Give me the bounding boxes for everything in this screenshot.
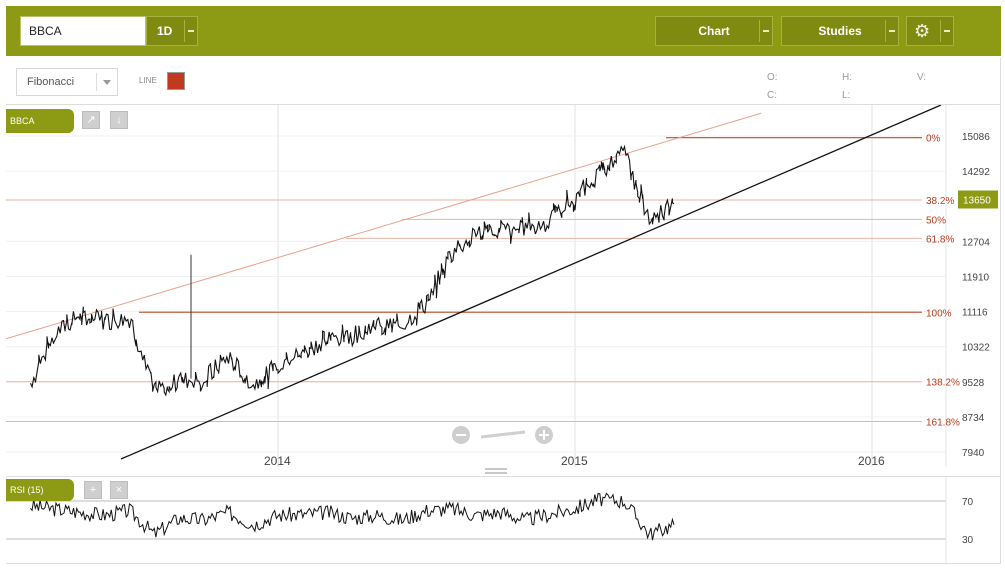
- expand-icon[interactable]: ↗: [82, 111, 100, 129]
- chevron-down-icon: [940, 20, 953, 42]
- fib-level-label: 50%: [926, 215, 946, 226]
- studies-label: Studies: [818, 24, 862, 38]
- ohlc-volume: V:: [917, 72, 927, 83]
- line-color-swatch[interactable]: [167, 72, 185, 90]
- rsi-series-line: [30, 492, 675, 541]
- gear-icon: ⚙: [914, 21, 931, 41]
- fib-level-label: 100%: [926, 308, 952, 319]
- channel-upper-line: [5, 112, 762, 340]
- y-axis-tick-label: 9528: [962, 378, 985, 389]
- ohlc-open: O:: [767, 72, 778, 83]
- rsi-chart[interactable]: 70 30: [6, 477, 1001, 565]
- y-axis-tick-label: 10322: [962, 343, 990, 354]
- current-price-badge: [958, 190, 998, 209]
- rsi-panel[interactable]: 70 30 RSI (15) + ×: [6, 476, 1001, 565]
- move-up-icon[interactable]: +: [84, 481, 102, 499]
- ohlc-high: H:: [842, 72, 852, 83]
- chart-type-label: Chart: [698, 24, 730, 38]
- price-series-line: [29, 144, 675, 397]
- trend-line: [120, 104, 942, 460]
- zoom-out-glyph: [456, 434, 466, 436]
- select-divider: [96, 73, 97, 91]
- zoom-in-glyph-v: [543, 430, 545, 440]
- x-axis-tick-label: 2016: [858, 454, 885, 467]
- y-axis-tick-label: 12704: [962, 237, 990, 248]
- series-tag[interactable]: BBCA: [6, 109, 74, 133]
- rsi-tick-label: 70: [962, 497, 974, 508]
- ohlc-low: L:: [842, 90, 851, 101]
- rsi-tag[interactable]: RSI (15): [6, 479, 74, 501]
- fib-level-label: 138.2%: [926, 378, 960, 389]
- fib-level-label: 38.2%: [926, 196, 954, 207]
- fib-level-label: 61.8%: [926, 234, 954, 245]
- top-toolbar: BBCA 1D Chart Studies ⚙: [6, 6, 1001, 56]
- rsi-tick-label: 30: [962, 535, 974, 546]
- chevron-down-icon: [184, 20, 197, 42]
- frame-border: [1000, 58, 1001, 564]
- y-axis-tick-label: 11910: [962, 272, 990, 283]
- arrow-down-icon[interactable]: ↓: [110, 111, 128, 129]
- y-axis-tick-label: 11116: [962, 308, 988, 319]
- y-axis-tick-label: 14292: [962, 167, 990, 178]
- fib-level-label: 161.8%: [926, 417, 960, 428]
- y-axis-tick-label: 8734: [962, 413, 985, 424]
- studies-dropdown[interactable]: Studies: [781, 16, 899, 46]
- x-axis-tick-label: 2014: [264, 454, 291, 467]
- chevron-down-icon: [103, 80, 111, 85]
- y-axis-tick-label: 7940: [962, 448, 985, 459]
- interval-dropdown[interactable]: 1D: [146, 16, 198, 46]
- current-price-label: 13650: [963, 196, 991, 207]
- drawing-toolbar: Fibonacci LINE O: H: V: C: L:: [6, 58, 1001, 104]
- interval-label: 1D: [157, 24, 173, 38]
- close-icon[interactable]: ×: [110, 481, 128, 499]
- price-chart-panel[interactable]: 0% 38.2% 50% 61.8% 100% 138.2% 161.8% 15086 1429…: [5, 104, 1001, 468]
- chevron-down-icon: [885, 20, 898, 42]
- fib-level-label: 0%: [926, 134, 941, 145]
- y-axis-tick-label: 15086: [962, 132, 990, 143]
- zoom-slider: [480, 430, 526, 439]
- settings-button[interactable]: ⚙: [906, 16, 954, 46]
- price-chart[interactable]: 0% 38.2% 50% 61.8% 100% 138.2% 161.8% 15086 1429…: [5, 104, 1001, 468]
- drawing-tool-select[interactable]: Fibonacci: [16, 68, 118, 96]
- x-axis-tick-label: 2015: [561, 454, 588, 467]
- chart-type-dropdown[interactable]: Chart: [655, 16, 773, 46]
- panel-resize-handle[interactable]: [485, 468, 507, 476]
- drawing-tool-value: Fibonacci: [27, 76, 75, 88]
- symbol-input[interactable]: BBCA: [20, 16, 146, 46]
- chevron-down-icon: [759, 20, 772, 42]
- ohlc-close: C:: [767, 90, 777, 101]
- line-color-label: LINE: [139, 76, 157, 85]
